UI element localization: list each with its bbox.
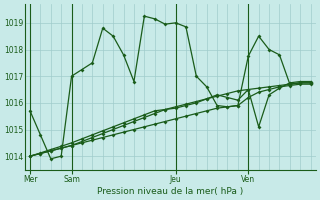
X-axis label: Pression niveau de la mer( hPa ): Pression niveau de la mer( hPa ) bbox=[97, 187, 244, 196]
